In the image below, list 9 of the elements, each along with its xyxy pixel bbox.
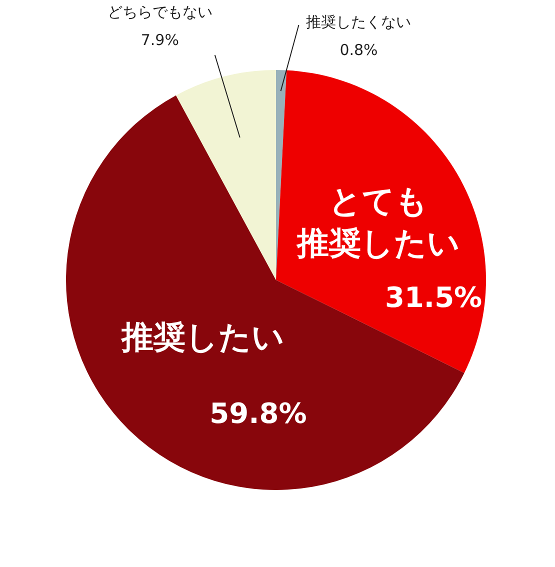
slice-label: どちらでもない xyxy=(107,3,212,21)
data-label: 0.8% xyxy=(340,41,378,59)
data-label: 7.9% xyxy=(140,31,179,49)
data-label: 31.5% xyxy=(384,281,482,314)
slice-label: とても推奨したい xyxy=(296,182,460,262)
slice-label: 推奨したい xyxy=(120,318,285,356)
pie-slice xyxy=(176,70,276,280)
slice-label: 推奨したくない xyxy=(306,13,412,31)
data-label: 59.8% xyxy=(210,397,307,430)
